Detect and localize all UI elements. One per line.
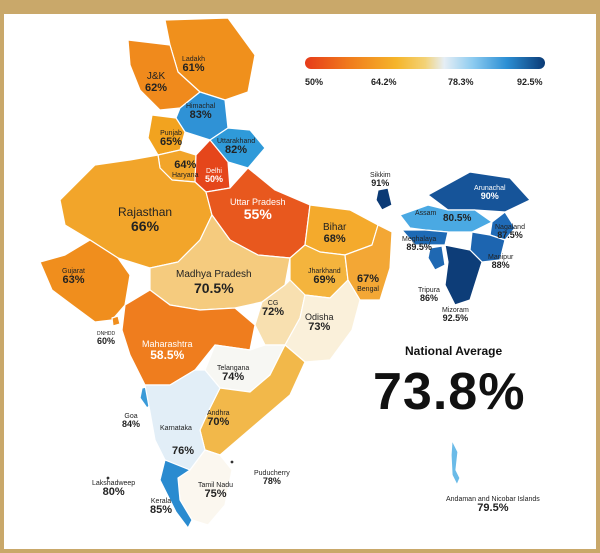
label-up: Uttar Pradesh 55% — [230, 197, 286, 223]
national-average-title: National Average — [405, 344, 503, 358]
region-sikkim — [375, 187, 393, 211]
label-telangana: Telangana 74% — [217, 365, 250, 384]
label-jharkhand: Jharkhand 69% — [308, 268, 341, 287]
label-tamilnadu: Tamil Nadu 75% — [198, 482, 234, 501]
legend-tick-min: 50% — [305, 77, 324, 87]
label-ddnh: DNHDD 60% — [97, 331, 116, 347]
label-manipur: Manipur 88% — [488, 254, 514, 271]
label-nagaland: Nagaland 87.5% — [495, 224, 525, 241]
region-mizoram — [444, 244, 483, 306]
label-mp: Madhya Pradesh 70.5% — [176, 269, 252, 296]
label-arunachal: Arunachal 90% — [474, 185, 506, 202]
label-sikkim: Sikkim 91% — [370, 172, 391, 189]
label-uttarakhand: Uttarakhand 82% — [217, 138, 256, 157]
legend-tick-max: 92.5% — [517, 77, 543, 87]
label-haryana: 64% Haryana — [172, 159, 199, 179]
region-lakshadweep — [105, 475, 111, 481]
label-kerala: Kerala 85% — [150, 498, 173, 517]
value-karnataka: 76% — [172, 445, 195, 457]
label-bengal: 67% Bengal — [357, 273, 380, 293]
value-assam: 80.5% — [443, 213, 472, 224]
region-assam — [399, 204, 493, 233]
region-nagaland — [489, 211, 516, 241]
label-jk: J&K 62% — [145, 71, 168, 94]
label-bihar: Bihar 68% — [323, 222, 347, 245]
region-ddnh — [111, 315, 121, 327]
label-karnataka: Karnataka — [160, 425, 192, 432]
label-andaman: Andaman and Nicobar Islands 79.5% — [446, 496, 540, 515]
label-himachal: Himachal 83% — [186, 103, 216, 122]
label-punjab: Punjab 65% — [160, 130, 183, 149]
label-puducherry: Puducherry 78% — [254, 470, 290, 487]
region-puducherry — [229, 459, 235, 465]
region-karnataka — [144, 369, 221, 471]
label-meghalaya: Meghalaya 89.5% — [402, 236, 437, 253]
region-tripura — [427, 245, 446, 271]
national-average-value: 73.8% — [373, 363, 526, 421]
label-andhra: Andhra 70% — [207, 410, 230, 429]
label-goa: Goa 84% — [122, 413, 141, 430]
label-odisha: Odisha 73% — [305, 312, 334, 334]
region-andaman — [450, 439, 461, 486]
legend-tick-2: 64.2% — [371, 77, 397, 87]
label-lakshadweep: Lakshadweep 80% — [92, 480, 136, 499]
label-rajasthan: Rajasthan 66% — [118, 205, 173, 234]
label-cg: CG 72% — [262, 300, 285, 319]
label-mizoram: Mizoram 92.5% — [442, 307, 469, 324]
label-ladakh: Ladakh 61% — [182, 56, 205, 75]
region-kerala — [159, 459, 193, 529]
label-delhi: Delhi 50% — [205, 168, 224, 185]
legend-gradient-bar — [305, 57, 545, 69]
legend-tick-3: 78.3% — [448, 77, 474, 87]
label-tripura: Tripura 86% — [418, 287, 440, 304]
region-meghalaya — [401, 229, 449, 246]
label-assam: Assam — [415, 210, 437, 217]
color-legend: 50% 64.2% 78.3% 92.5% — [305, 57, 545, 87]
label-gujarat: Gujarat 63% — [62, 268, 85, 287]
label-maharashtra: Maharashtra 58.5% — [142, 339, 193, 363]
